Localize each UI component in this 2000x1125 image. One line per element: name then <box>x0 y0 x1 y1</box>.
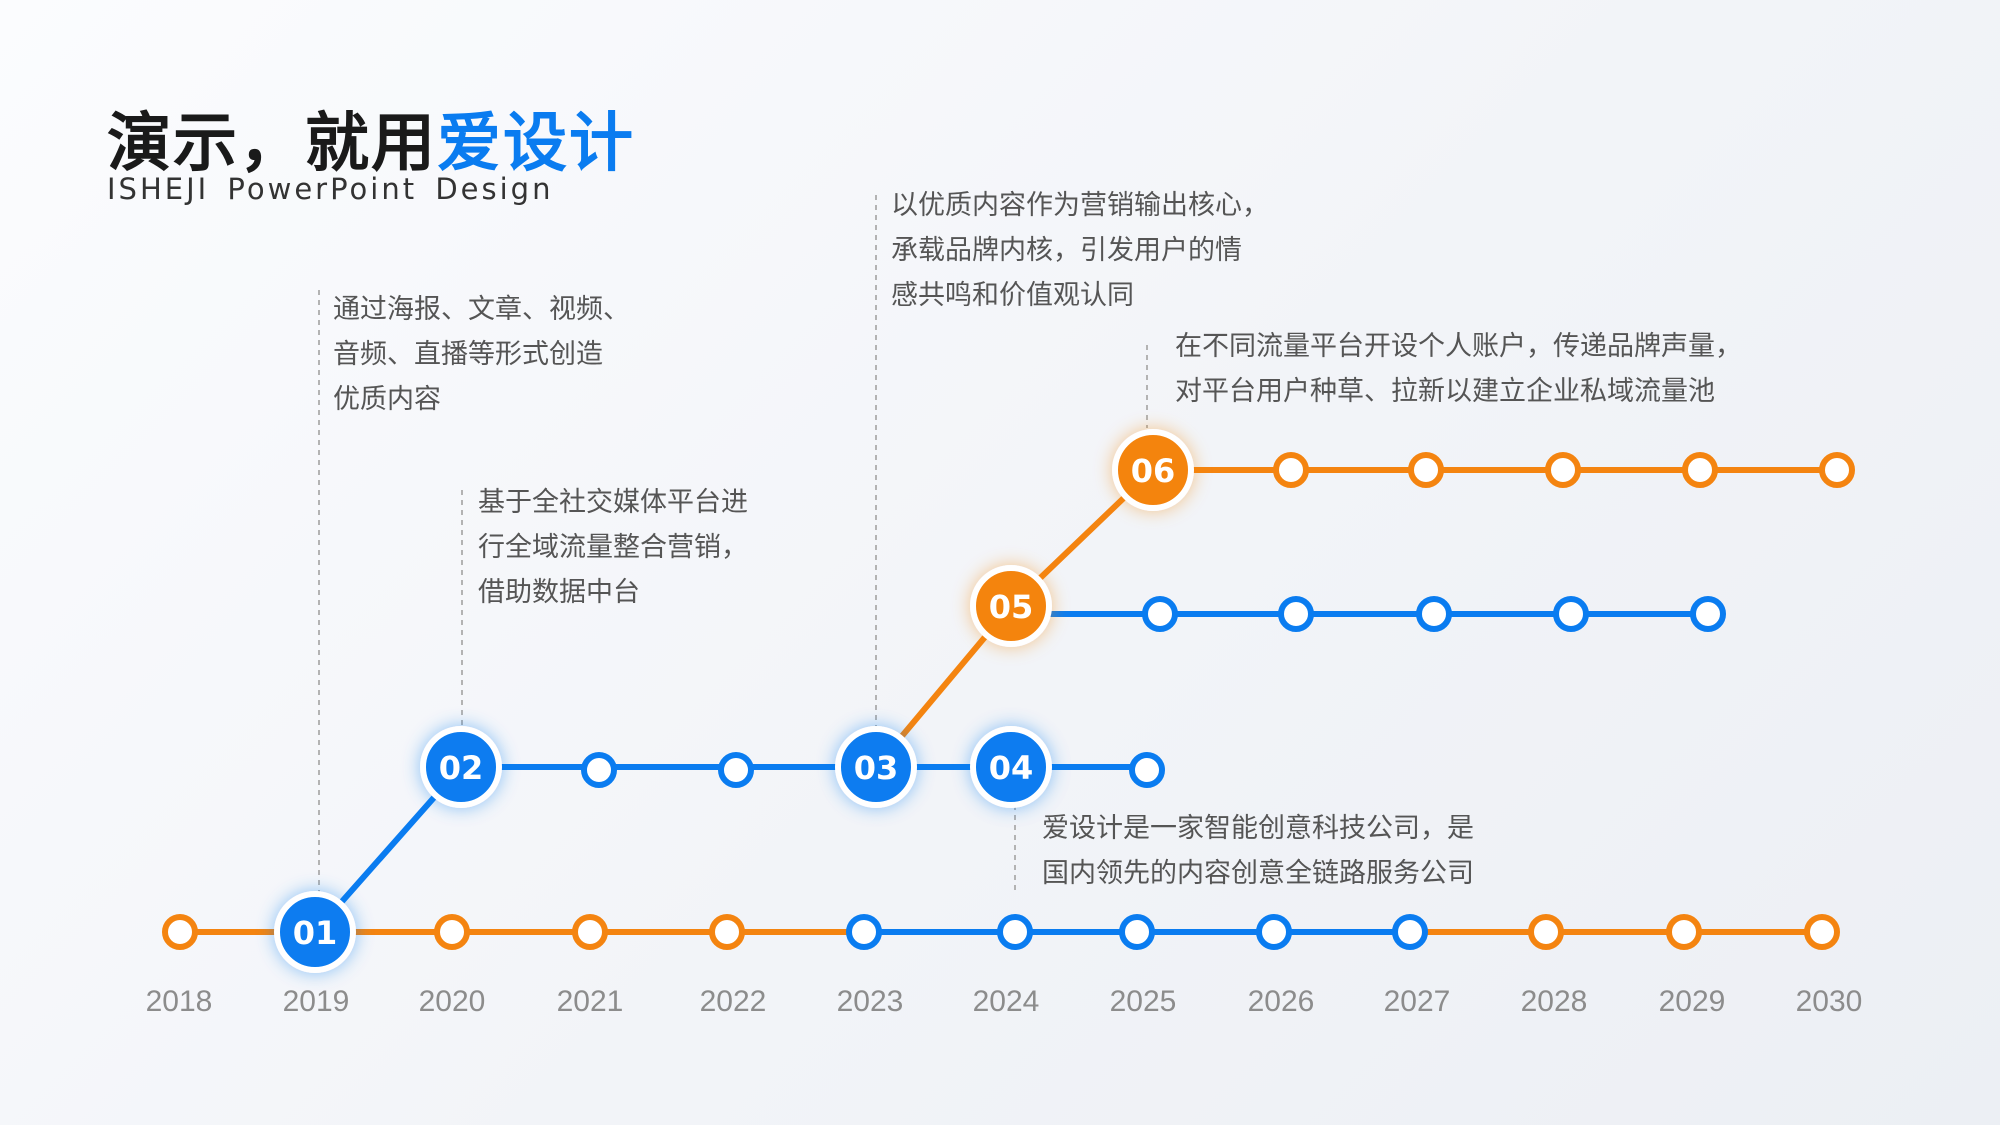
timeline-node <box>437 917 467 947</box>
timeline-node <box>712 917 742 947</box>
year-label: 2022 <box>673 985 793 1019</box>
year-label: 2026 <box>1221 985 1341 1019</box>
note-line: 国内领先的内容创意全链路服务公司 <box>1042 851 1474 896</box>
note-06: 在不同流量平台开设个人账户，传递品牌声量， 对平台用户种草、拉新以建立企业私域流… <box>1175 324 1742 414</box>
note-line: 行全域流量整合营销， <box>478 525 748 570</box>
year-label: 2027 <box>1357 985 1477 1019</box>
timeline-tracks <box>180 470 1837 932</box>
note-line: 在不同流量平台开设个人账户，传递品牌声量， <box>1175 324 1742 369</box>
timeline-node <box>584 755 614 785</box>
milestone-05: 05 <box>973 568 1049 644</box>
timeline-node <box>1281 599 1311 629</box>
milestone-label: 03 <box>854 749 899 787</box>
timeline-node <box>1132 755 1162 785</box>
note-line: 优质内容 <box>333 377 630 422</box>
timeline-node <box>1259 917 1289 947</box>
timeline-node <box>1548 455 1578 485</box>
timeline-node <box>1419 599 1449 629</box>
year-label: 2024 <box>946 985 1066 1019</box>
milestone-label: 04 <box>989 749 1034 787</box>
milestone-label: 01 <box>293 914 338 952</box>
note-line: 基于全社交媒体平台进 <box>478 480 748 525</box>
note-04: 爱设计是一家智能创意科技公司，是 国内领先的内容创意全链路服务公司 <box>1042 806 1474 896</box>
milestone-01: 01 <box>277 894 353 970</box>
note-line: 以优质内容作为营销输出核心， <box>891 183 1269 228</box>
timeline-node <box>849 917 879 947</box>
timeline-node <box>1693 599 1723 629</box>
note-03: 以优质内容作为营销输出核心， 承载品牌内核，引发用户的情 感共鸣和价值观认同 <box>891 183 1269 318</box>
milestone-label: 05 <box>989 588 1034 626</box>
milestone-02: 02 <box>423 729 499 805</box>
timeline-node <box>1411 455 1441 485</box>
timeline-node <box>1669 917 1699 947</box>
timeline-nodes <box>165 455 1852 947</box>
year-label: 2023 <box>810 985 930 1019</box>
timeline-node <box>1395 917 1425 947</box>
milestone-04: 04 <box>973 729 1049 805</box>
year-label: 2018 <box>119 985 239 1019</box>
note-line: 音频、直播等形式创造 <box>333 332 630 377</box>
milestone-06: 06 <box>1115 432 1191 508</box>
year-label: 2020 <box>392 985 512 1019</box>
year-label: 2025 <box>1083 985 1203 1019</box>
note-line: 爱设计是一家智能创意科技公司，是 <box>1042 806 1474 851</box>
timeline-node <box>575 917 605 947</box>
milestone-03: 03 <box>838 729 914 805</box>
note-line: 感共鸣和价值观认同 <box>891 273 1269 318</box>
note-01: 通过海报、文章、视频、 音频、直播等形式创造 优质内容 <box>333 287 630 422</box>
year-label: 2029 <box>1632 985 1752 1019</box>
timeline-node <box>1807 917 1837 947</box>
note-line: 承载品牌内核，引发用户的情 <box>891 228 1269 273</box>
year-label: 2028 <box>1494 985 1614 1019</box>
timeline-node <box>1276 455 1306 485</box>
year-label: 2030 <box>1769 985 1889 1019</box>
timeline-node <box>165 917 195 947</box>
note-line: 通过海报、文章、视频、 <box>333 287 630 332</box>
timeline-node <box>1145 599 1175 629</box>
note-02: 基于全社交媒体平台进 行全域流量整合营销， 借助数据中台 <box>478 480 748 615</box>
note-line: 借助数据中台 <box>478 570 748 615</box>
timeline-node <box>1531 917 1561 947</box>
timeline-node <box>721 755 751 785</box>
milestone-label: 06 <box>1131 452 1176 490</box>
year-label: 2019 <box>256 985 376 1019</box>
note-line: 对平台用户种草、拉新以建立企业私域流量池 <box>1175 369 1742 414</box>
milestone-label: 02 <box>439 749 484 787</box>
year-label: 2021 <box>530 985 650 1019</box>
timeline-node <box>1556 599 1586 629</box>
timeline-node <box>1685 455 1715 485</box>
timeline-node <box>1822 455 1852 485</box>
timeline-node <box>1000 917 1030 947</box>
timeline-node <box>1122 917 1152 947</box>
